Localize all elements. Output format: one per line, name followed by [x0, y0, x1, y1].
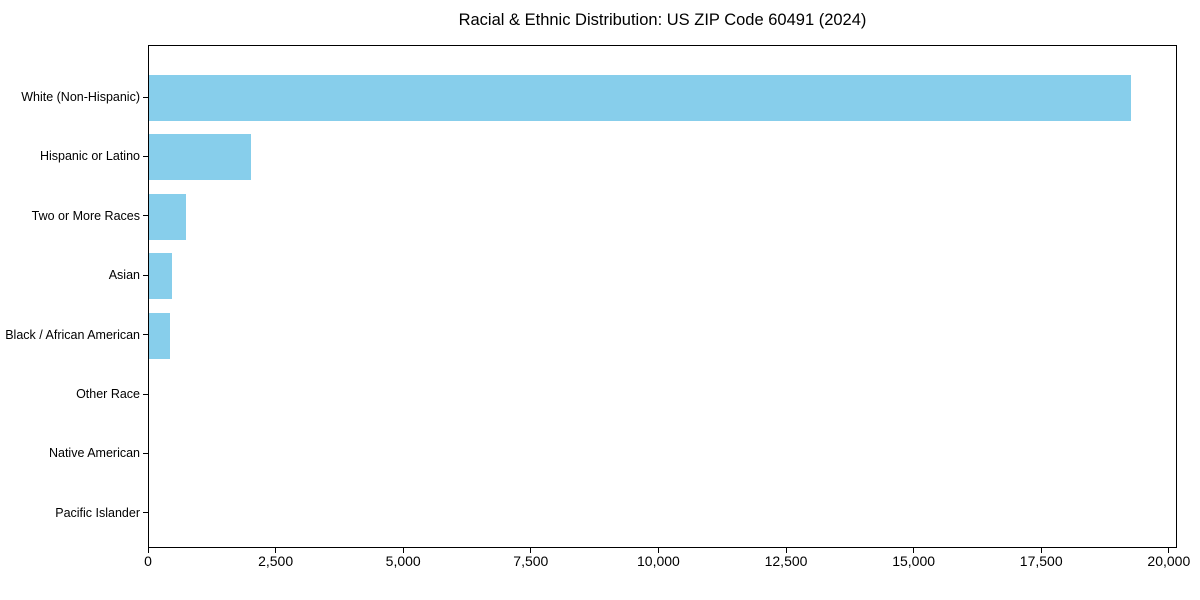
bar-hispanic-or-latino	[149, 134, 251, 181]
bar-white-non-hispanic	[149, 75, 1131, 121]
x-tick-label: 7,500	[513, 553, 549, 569]
y-label-other-race: Other Race	[76, 387, 140, 401]
bar-asian	[149, 253, 172, 300]
y-tick-mark	[143, 96, 148, 98]
x-tick-mark	[913, 548, 915, 553]
x-tick-label: 20,000	[1147, 553, 1191, 569]
x-tick-label: 2,500	[258, 553, 294, 569]
y-tick-mark	[143, 274, 148, 276]
x-tick-label: 15,000	[892, 553, 936, 569]
x-tick-mark	[402, 548, 404, 553]
x-tick-mark	[147, 548, 149, 553]
y-label-hispanic-or-latino: Hispanic or Latino	[39, 149, 140, 164]
x-tick-mark	[1168, 548, 1170, 553]
chart-title: Racial & Ethnic Distribution: US ZIP Cod…	[458, 11, 867, 29]
x-tick-mark	[275, 548, 277, 553]
x-tick-label: 10,000	[636, 553, 680, 569]
y-tick-mark	[143, 334, 148, 336]
y-label-asian: Asian	[108, 268, 140, 283]
x-tick-mark	[657, 548, 659, 553]
y-label-black-african-american: Black / African American	[5, 327, 140, 342]
y-label-pacific-islander: Pacific Islander	[55, 505, 140, 520]
bar-black-african-american	[149, 312, 170, 359]
y-axis-labels: White (Non-Hispanic) Hispanic or Latino Tw…	[0, 45, 140, 548]
x-tick-mark	[785, 548, 787, 553]
y-label-white-non-hispanic: White (Non-Hispanic)	[21, 90, 140, 104]
x-tick-mark	[530, 548, 532, 553]
y-tick-mark	[143, 155, 148, 157]
plot-area	[148, 45, 1177, 548]
y-label-native-american: Native American	[48, 446, 140, 461]
x-tick-label: 12,500	[764, 553, 808, 569]
y-tick-mark	[143, 215, 148, 217]
bar-two-or-more-races	[149, 193, 186, 240]
y-label-two-or-more-races: Two or More Races	[31, 208, 140, 223]
y-tick-mark	[143, 452, 148, 454]
y-tick-mark	[143, 393, 148, 395]
x-tick-label: 0	[144, 553, 152, 569]
x-tick-label: 17,500	[1019, 553, 1063, 569]
x-tick-mark	[1040, 548, 1042, 553]
y-tick-mark	[143, 512, 148, 514]
x-tick-label: 5,000	[385, 553, 421, 569]
